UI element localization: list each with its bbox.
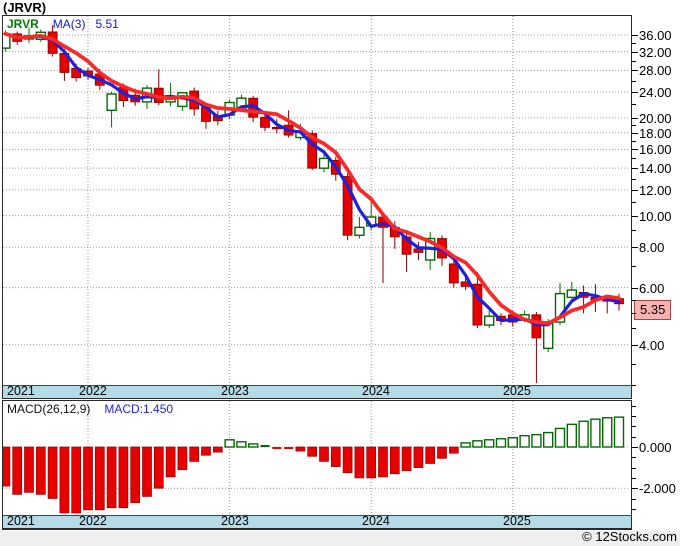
axis-tick	[632, 498, 636, 500]
price-axis-label: 20.00	[639, 110, 672, 126]
axis-tick	[632, 344, 638, 346]
macd-legend: MACD(26,12,9) MACD:1.450	[7, 402, 173, 416]
footer-strip: © 12Stocks.com	[0, 529, 680, 546]
axis-tick	[632, 247, 638, 249]
axis-tick	[632, 51, 638, 53]
axis-tick	[632, 43, 636, 45]
axis-tick	[632, 80, 636, 82]
axis-tick	[632, 178, 636, 180]
axis-tick	[632, 508, 636, 510]
axis-tick	[632, 168, 638, 170]
axis-tick	[632, 457, 636, 459]
macd-histogram-plot[interactable]	[3, 401, 631, 515]
axis-tick	[632, 477, 636, 479]
price-axis-label: 36.00	[639, 28, 672, 43]
ma-label: MA(3)	[52, 17, 86, 31]
axis-tick	[632, 467, 636, 469]
axis-tick	[632, 405, 636, 407]
axis-tick	[632, 426, 636, 428]
year-label: 2023	[221, 514, 249, 528]
page-title: (JRVR)	[3, 0, 47, 15]
year-label: 2021	[7, 384, 35, 398]
macd-params-label: MACD(26,12,9)	[7, 402, 91, 416]
price-chart-panel[interactable]: JRVR MA(3) 5.51 2021 2022 2023 2024 2025	[2, 15, 632, 399]
axis-tick	[632, 287, 638, 289]
axis-tick	[632, 416, 636, 418]
price-axis-label: 18.00	[639, 125, 672, 141]
year-label: 2022	[79, 384, 107, 398]
price-axis-label: 14.00	[639, 161, 672, 177]
axis-tick	[632, 132, 638, 134]
axis-tick	[632, 189, 638, 191]
axis-tick	[632, 104, 636, 106]
axis-tick	[632, 230, 636, 232]
macd-axis: 0.000 -2.000	[632, 400, 680, 530]
chart-legend: JRVR MA(3) 5.51	[7, 17, 119, 31]
axis-tick	[632, 265, 636, 267]
axis-tick	[632, 447, 638, 448]
price-axis-label: 28.00	[639, 63, 672, 79]
symbol-label: JRVR	[7, 17, 39, 31]
price-axis-label: 8.00	[639, 240, 665, 256]
axis-tick	[632, 92, 638, 94]
year-label: 2021	[7, 514, 35, 528]
x-axis-band: 2021 2022 2023 2024 2025	[3, 385, 631, 398]
price-axis: 5.35 36.00 32.00 28.00 24.00 20.00 18.00 16.00…	[632, 15, 680, 399]
axis-tick	[632, 70, 638, 72]
axis-tick	[632, 158, 636, 160]
price-axis-label: 32.00	[639, 44, 672, 60]
price-axis-label: 6.00	[639, 280, 665, 296]
axis-tick	[632, 363, 636, 365]
copyright-label: © 12Stocks.com	[582, 529, 677, 544]
macd-x-axis-band: 2021 2022 2023 2024 2025	[3, 515, 631, 528]
macd-panel[interactable]: MACD(26,12,9) MACD:1.450 2021 2022 2023 2024…	[2, 400, 632, 530]
axis-tick	[632, 488, 638, 490]
axis-tick	[632, 202, 636, 204]
macd-axis-label: 0.000	[639, 440, 672, 455]
axis-tick	[632, 149, 638, 151]
year-label: 2023	[221, 384, 249, 398]
price-axis-label: 4.00	[639, 337, 665, 353]
axis-tick	[632, 328, 636, 330]
price-axis-label: 24.00	[639, 85, 672, 101]
axis-tick	[632, 436, 636, 438]
last-price-tag: 5.35	[634, 299, 672, 320]
year-label: 2024	[362, 514, 390, 528]
year-label: 2024	[362, 384, 390, 398]
year-label: 2025	[503, 384, 531, 398]
price-axis-label: 10.00	[639, 208, 672, 224]
axis-tick	[632, 313, 636, 315]
axis-tick	[632, 125, 636, 127]
price-axis-label: 12.00	[639, 182, 672, 198]
axis-tick	[632, 117, 638, 119]
year-label: 2022	[79, 514, 107, 528]
axis-tick	[632, 35, 638, 36]
axis-tick	[632, 385, 636, 387]
axis-tick	[632, 299, 636, 301]
axis-tick	[632, 215, 638, 217]
price-axis-label: 16.00	[639, 142, 672, 158]
ma-value: 5.51	[95, 17, 119, 31]
year-label: 2025	[503, 514, 531, 528]
candlestick-plot[interactable]	[3, 16, 631, 385]
axis-tick	[632, 140, 636, 142]
macd-value-label: MACD:1.450	[104, 402, 174, 416]
axis-tick	[632, 60, 636, 62]
macd-axis-label: -2.000	[639, 481, 676, 497]
